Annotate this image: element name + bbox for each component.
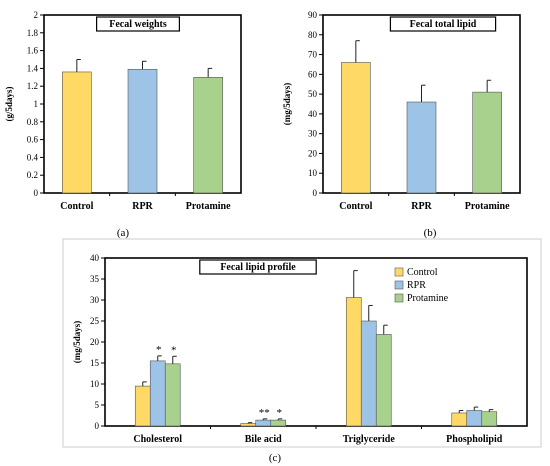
y-tick-label: 1.4 [27,63,39,73]
bar [466,410,483,427]
x-tick-label: RPR [132,201,153,212]
y-tick-label: 40 [308,109,318,119]
bar [270,419,287,427]
significance-marker: * [156,344,162,356]
bar [375,334,392,427]
bar [255,419,272,427]
y-tick-label: 20 [308,148,318,158]
y-tick-label: 30 [90,295,100,305]
y-tick-label: 5 [95,400,100,410]
x-tick-label: Phospholipid [446,434,503,445]
y-tick-label: 15 [90,358,100,368]
y-tick-label: 0 [313,188,318,198]
y-tick-label: 2 [34,10,39,20]
bar [406,101,437,194]
significance-marker: ** [259,407,270,419]
bar [451,412,468,427]
y-tick-label: 50 [308,89,318,99]
y-axis-label: (g/5days) [4,86,14,121]
bar [149,360,166,427]
panel-c: 0 5 10 15 20 25 30 35 40 (mg/5days) Fecal lipid pr… [62,238,542,464]
significance-marker: * [277,407,283,419]
x-tick-label: Protamine [186,201,231,212]
y-tick-label: 60 [308,69,318,79]
panel-b: 0 10 20 30 40 50 60 70 80 90 (mg/5days) Fecal total… [282,10,521,239]
y-tick-label: 25 [90,316,100,326]
panel-label: (c) [269,452,282,464]
x-tick-label: Bile acid [245,434,282,445]
y-axis-label: (mg/5days) [282,83,292,126]
y-tick-label: 10 [308,168,318,178]
chart-title: Fecal lipid profile [220,262,296,273]
legend-swatch [394,280,404,290]
x-tick-label: Cholesterol [133,434,182,445]
significance-marker: * [171,344,177,356]
y-tick-label: 0.8 [27,117,39,127]
y-tick-label: 0 [95,421,100,431]
y-tick-label: 20 [90,337,100,347]
y-tick-label: 35 [90,274,100,284]
panel-a: 0 0.2 0.4 0.6 0.8 1 1.2 1.4 1.6 1.8 2 (g/5days) Feca… [4,10,242,239]
y-tick-label: 90 [308,10,318,20]
title-box [389,16,497,32]
legend-label: Protamine [407,293,449,304]
bar [240,423,257,427]
legend-label: Control [407,267,438,278]
legend-label: RPR [407,280,426,291]
y-tick-label: 80 [308,30,318,40]
y-tick-label: 0.6 [27,135,39,145]
y-axis-label: (mg/5days) [72,321,82,364]
bar [62,71,92,194]
bar [193,77,223,194]
y-tick-label: 10 [90,379,100,389]
y-tick-label: 1.6 [27,46,39,56]
y-tick-label: 1.8 [27,28,39,38]
panel-label: (a) [117,227,130,239]
bar [345,297,362,427]
bar [472,91,502,194]
chart-title: Fecal weights [109,19,167,30]
bar [164,363,181,427]
x-tick-label: Protamine [465,201,510,212]
y-tick-label: 1.2 [27,81,38,91]
y-tick-label: 0.2 [27,170,38,180]
y-tick-label: 0.4 [27,152,39,162]
x-tick-label: RPR [411,201,432,212]
bar [481,411,498,427]
legend-swatch [394,267,404,277]
bar [134,385,151,427]
x-tick-label: Control [60,201,93,212]
bar [360,320,377,427]
y-tick-label: 0 [34,188,39,198]
chart-title: Fecal total lipid [410,19,477,30]
panel-label: (b) [424,227,437,239]
bar [341,62,371,194]
legend-swatch [394,293,404,303]
x-tick-label: Triglyceride [343,434,396,445]
panel-frame [62,238,542,448]
bar [127,68,158,194]
y-tick-label: 70 [308,50,318,60]
x-tick-label: Control [339,201,372,212]
y-tick-label: 30 [308,129,318,139]
y-tick-label: 1 [34,99,39,109]
title-box [199,259,317,275]
y-tick-label: 40 [90,253,100,263]
title-box [95,16,181,32]
